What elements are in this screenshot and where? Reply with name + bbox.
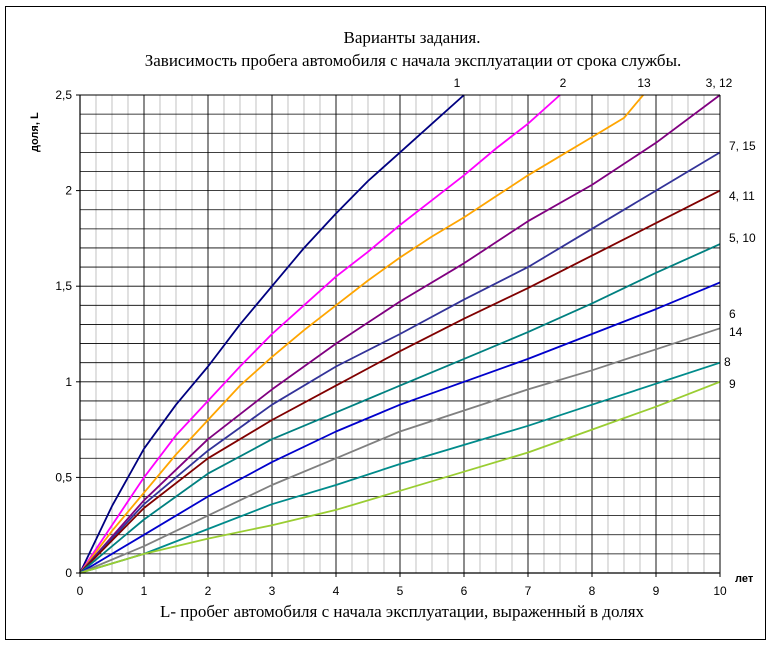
x-tick-label: 0 bbox=[77, 584, 84, 598]
series-line-6 bbox=[79, 189, 721, 574]
x-unit-label: лет bbox=[735, 573, 754, 585]
series-line-7 bbox=[79, 243, 721, 574]
series-label-8: 6 bbox=[729, 307, 736, 321]
series-label-3: 13 bbox=[637, 76, 651, 90]
y-tick-label: 0 bbox=[65, 566, 72, 580]
series-label-9: 14 bbox=[729, 325, 743, 339]
x-tick-label: 3 bbox=[269, 584, 276, 598]
series-line-9 bbox=[79, 327, 721, 574]
x-axis-label: L- пробег автомобиля с начала эксплуатац… bbox=[160, 602, 645, 621]
x-tick-label: 6 bbox=[461, 584, 468, 598]
y-axis-label: доля, L bbox=[29, 112, 41, 152]
series-line-8 bbox=[79, 281, 721, 574]
series-line-10 bbox=[79, 361, 721, 574]
x-tick-label: 4 bbox=[333, 584, 340, 598]
y-tick-label: 2,5 bbox=[55, 88, 72, 102]
x-tick-label: 8 bbox=[589, 584, 596, 598]
y-tick-labels: 0 0,5 1 1,5 2 2,5 bbox=[55, 88, 80, 580]
series-group bbox=[79, 94, 721, 574]
x-tick-label: 10 bbox=[713, 584, 727, 598]
series-label-6: 4, 11 bbox=[729, 189, 755, 203]
x-tick-label: 7 bbox=[525, 584, 532, 598]
chart-title-line1: Варианты задания. bbox=[344, 28, 481, 47]
series-labels: 1 2 13 3, 12 7, 15 4, 11 5, 10 6 14 8 9 bbox=[454, 76, 756, 391]
y-tick-label: 1 bbox=[65, 375, 72, 389]
x-tick-label: 1 bbox=[141, 584, 148, 598]
series-label-5: 7, 15 bbox=[729, 139, 756, 153]
grid bbox=[80, 95, 720, 573]
y-tick-label: 1,5 bbox=[55, 279, 72, 293]
x-tick-label: 5 bbox=[397, 584, 404, 598]
series-label-11: 9 bbox=[729, 377, 736, 391]
x-tick-label: 2 bbox=[205, 584, 212, 598]
series-line-5 bbox=[79, 151, 721, 574]
chart-frame bbox=[5, 6, 766, 640]
series-label-1: 1 bbox=[454, 76, 461, 90]
x-tick-label: 9 bbox=[653, 584, 660, 598]
series-line-3 bbox=[79, 94, 644, 574]
series-label-4: 3, 12 bbox=[706, 76, 733, 90]
x-tick-labels: 0 1 2 3 4 5 6 7 8 9 10 bbox=[77, 573, 727, 598]
series-line-11 bbox=[79, 380, 721, 574]
series-label-10: 8 bbox=[724, 355, 731, 369]
chart-title-line2: Зависимость пробега автомобиля с начала … bbox=[145, 51, 682, 70]
y-tick-label: 0,5 bbox=[55, 470, 72, 484]
series-line-2 bbox=[79, 94, 561, 574]
series-label-2: 2 bbox=[560, 76, 567, 90]
y-tick-label: 2 bbox=[65, 184, 72, 198]
series-line-4 bbox=[79, 94, 721, 574]
series-label-7: 5, 10 bbox=[729, 231, 756, 245]
series-line-1 bbox=[79, 94, 465, 574]
